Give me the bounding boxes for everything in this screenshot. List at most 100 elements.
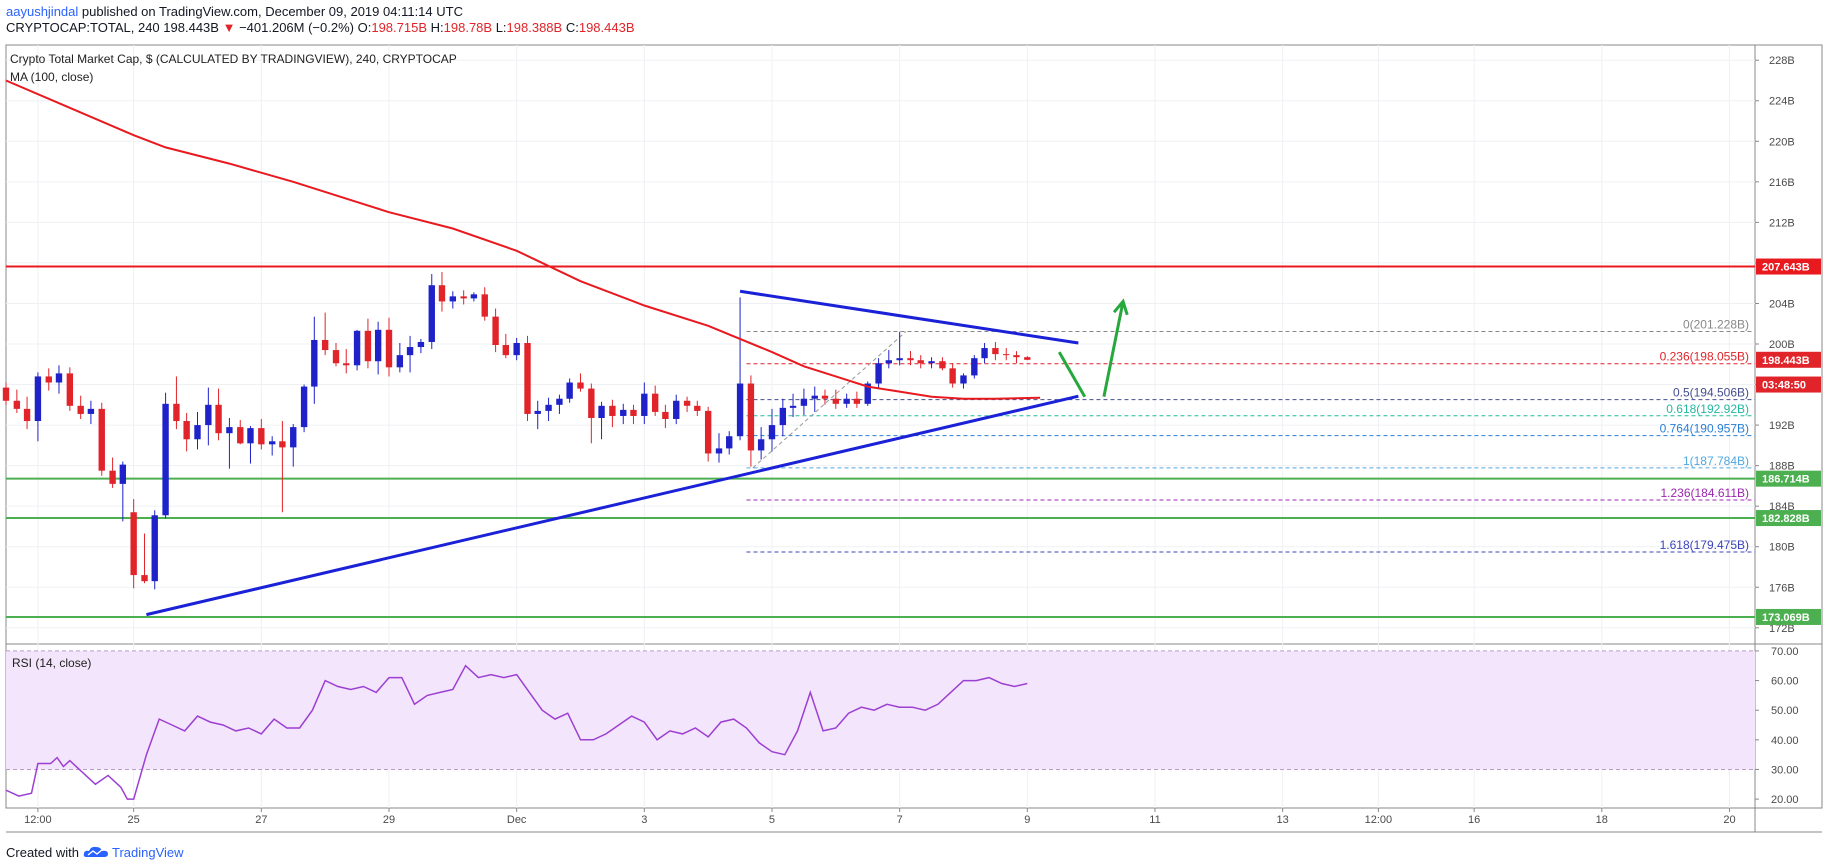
y-tick-label: 228B — [1769, 55, 1795, 67]
rsi-pane — [5, 650, 1755, 800]
candle-body — [205, 404, 212, 426]
x-tick-label: 20 — [1723, 814, 1735, 826]
candle-body — [630, 409, 637, 416]
candle-body — [87, 408, 95, 414]
price-label-text: 173.069B — [1762, 612, 1810, 624]
candle-body — [726, 436, 733, 449]
y-tick-label: 212B — [1769, 217, 1795, 229]
candle-body — [173, 403, 180, 422]
close-value: 198.443B — [578, 20, 635, 35]
arrow-head-icon — [1112, 298, 1129, 316]
y-tick-label: 204B — [1769, 298, 1795, 310]
price-label-text: 182.828B — [1762, 513, 1810, 525]
x-tick-label: 18 — [1596, 814, 1608, 826]
candle-body — [588, 388, 595, 418]
candle-body — [492, 316, 499, 346]
candle-body — [23, 408, 31, 422]
chart-title: Crypto Total Market Cap, $ (CALCULATED B… — [10, 52, 457, 66]
open-label: O: — [357, 20, 372, 35]
x-tick-label: 5 — [769, 814, 775, 826]
x-tick-label: 29 — [383, 814, 395, 826]
candle-body — [556, 398, 563, 405]
candle-body — [577, 382, 584, 389]
symbol: CRYPTOCAP:TOTAL, 240 — [6, 20, 160, 35]
change: −401.206M (−0.2%) — [239, 20, 354, 35]
y-tick-label: 216B — [1769, 177, 1795, 189]
candle-body — [704, 410, 712, 454]
candle-body — [1003, 354, 1010, 356]
candle-body — [374, 329, 382, 362]
author-link[interactable]: aayushjindal — [6, 4, 79, 19]
candle-body — [130, 512, 137, 576]
candle-body — [939, 361, 946, 369]
trendline — [739, 289, 1079, 345]
price-label-box — [1756, 510, 1821, 527]
candle-body — [768, 425, 776, 440]
candle-body — [620, 409, 627, 416]
candle-body — [747, 383, 755, 451]
price-label-text: 03:48:50 — [1762, 380, 1806, 392]
candle-body — [279, 441, 286, 448]
candle-body — [917, 360, 924, 364]
candle-body — [151, 515, 158, 582]
projection-arrow — [1102, 301, 1125, 398]
tradingview-logo[interactable]: TradingView — [112, 845, 184, 860]
price-label-text: 207.643B — [1762, 262, 1810, 274]
candle-body — [226, 427, 233, 434]
x-tick-label: 7 — [897, 814, 903, 826]
candle-body — [779, 407, 787, 426]
trendline — [146, 394, 1079, 617]
candle-body — [736, 383, 744, 437]
candle-body — [2, 387, 10, 401]
high-label: H: — [430, 20, 444, 35]
x-tick-label: 27 — [255, 814, 267, 826]
ohlc-header: CRYPTOCAP:TOTAL, 240 198.443B ▼ −401.206… — [6, 20, 635, 35]
fib-level-label: 1(187.784B) — [1683, 454, 1749, 468]
down-arrow-icon: ▼ — [222, 20, 236, 35]
candle-body — [109, 470, 116, 484]
x-tick-label: 3 — [641, 814, 647, 826]
candle-body — [683, 400, 691, 406]
ma-legend: MA (100, close) — [10, 70, 93, 84]
price-label-text: 186.714B — [1762, 474, 1810, 486]
candle-body — [789, 405, 797, 408]
y-tick-label: 180B — [1769, 542, 1795, 554]
candle-body — [609, 405, 616, 416]
x-tick-label: Dec — [507, 814, 527, 826]
y-tick-label: 188B — [1769, 461, 1795, 473]
x-tick-label: 9 — [1024, 814, 1030, 826]
y-tick-label: 172B — [1769, 623, 1795, 635]
x-tick-label: 25 — [128, 814, 140, 826]
price-pane: 0(201.228B) 0.236(198.055B) 0.5(194.506B) 0… — [2, 79, 1755, 618]
rsi-y-tick-label: 70.00 — [1771, 646, 1799, 658]
x-tick-label: 13 — [1277, 814, 1289, 826]
candle-body — [875, 363, 882, 384]
time-axis: 12:00 25 27 29 Dec 3 5 7 9 11 13 12:00 16 18 20 — [24, 808, 1736, 826]
rsi-y-tick-label: 50.00 — [1771, 705, 1799, 717]
candle-body — [832, 398, 840, 404]
candle-body — [13, 400, 21, 409]
rsi-line — [5, 664, 1028, 800]
rsi-y-tick-label: 20.00 — [1771, 794, 1799, 806]
candle-body — [481, 294, 488, 317]
price-label-text: 198.443B — [1762, 355, 1810, 367]
y-tick-label: 224B — [1769, 96, 1795, 108]
y-tick-label: 176B — [1769, 582, 1795, 594]
x-tick-label: 11 — [1149, 814, 1160, 826]
candle-body — [800, 398, 808, 406]
x-tick-label: 16 — [1468, 814, 1480, 826]
tradingview-cloud-icon — [83, 846, 108, 857]
candle-body — [247, 428, 254, 444]
candle-body — [896, 358, 903, 361]
candle-body — [353, 330, 361, 366]
candle-body — [641, 393, 648, 416]
price-labels: 207.643B 198.443B 03:48:50 186.714B 182.828B… — [1756, 258, 1821, 625]
candle-body — [417, 341, 425, 348]
candle-body — [141, 575, 148, 582]
candle-body — [290, 427, 297, 448]
last-price: 198.443B — [163, 20, 219, 35]
candle-body — [673, 400, 680, 420]
candle-body — [364, 330, 372, 362]
candle-body — [928, 361, 935, 364]
